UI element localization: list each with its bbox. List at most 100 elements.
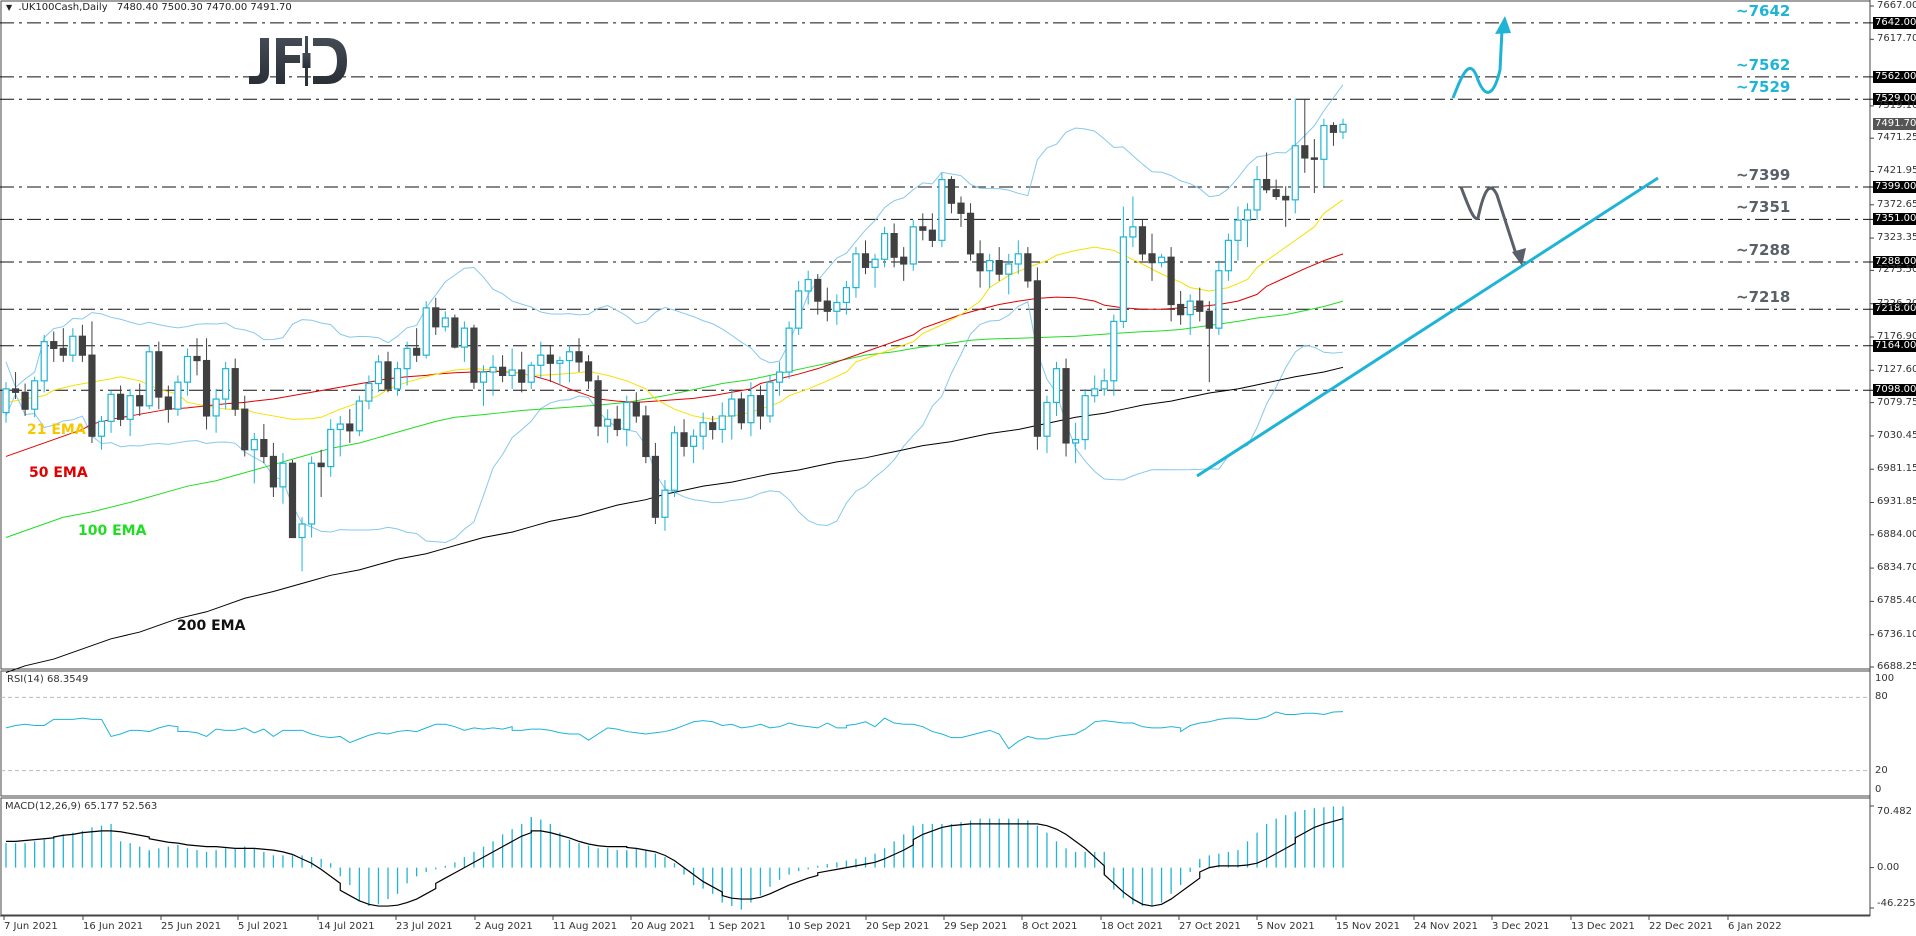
level-price-box: 7351.00	[1873, 213, 1916, 226]
level-price-box: 7562.00	[1873, 70, 1916, 83]
candle-body	[1119, 236, 1127, 322]
candle-body	[766, 381, 774, 417]
macd-axis-label: 70.482	[1877, 806, 1912, 817]
candle-body	[212, 398, 220, 417]
level-price-box: 7218.00	[1873, 303, 1916, 316]
date-tick-label: 25 Jun 2021	[161, 921, 222, 932]
candle-body	[986, 260, 994, 272]
candle-body	[680, 432, 688, 447]
date-tick-label: 18 Oct 2021	[1101, 921, 1163, 932]
candle-body	[508, 369, 516, 377]
candle-body	[1234, 219, 1242, 241]
jfd-logo	[249, 36, 347, 86]
support-trendline	[1196, 176, 1659, 478]
price-tick-label: 6834.70	[1877, 562, 1916, 574]
candle-body	[470, 327, 478, 383]
candle-body	[11, 388, 20, 393]
date-tick-label: 16 Jun 2021	[83, 921, 144, 932]
candle-body	[670, 432, 679, 491]
candle-body	[995, 260, 1003, 275]
candle-body	[432, 307, 440, 328]
candle-body	[241, 408, 249, 451]
candle-body	[957, 202, 965, 214]
bollinger-upper	[5, 84, 1344, 389]
price-tick-label: 7079.75	[1877, 396, 1916, 408]
candle-body	[413, 347, 421, 356]
candle-body	[479, 371, 488, 383]
candle-body	[422, 307, 430, 356]
candle-body	[1215, 270, 1223, 329]
candle-body	[1062, 368, 1070, 444]
candle-body	[1005, 263, 1013, 275]
candle-body	[31, 380, 39, 410]
candle-body	[336, 423, 344, 431]
candle-body	[126, 395, 134, 420]
macd-axis-label: 0.00	[1877, 861, 1900, 873]
candle-body	[183, 355, 192, 383]
candle-body	[441, 317, 449, 328]
candle-body	[499, 366, 507, 377]
bearish-scenario-arrow	[1459, 186, 1518, 255]
candle-body	[1157, 256, 1166, 264]
level-annotation: ~7351	[1736, 198, 1791, 217]
candle-body	[1081, 395, 1089, 441]
level-annotation: ~7218	[1736, 288, 1791, 307]
candle-body	[785, 327, 793, 373]
macd-label: MACD(12,26,9) 65.177 52.563	[5, 801, 158, 812]
rsi-axis-label: 80	[1875, 691, 1888, 703]
candle-body	[1138, 226, 1147, 255]
candle-body	[40, 341, 48, 382]
candle-body	[1196, 300, 1204, 312]
macd-signal-line	[6, 818, 1344, 907]
ema100-label: 100 EMA	[78, 523, 147, 539]
level-price-box: 7164.00	[1873, 339, 1916, 352]
candle-body	[1291, 145, 1299, 201]
current-price-box: 7491.70	[1873, 118, 1916, 131]
level-annotation: ~7642	[1736, 1, 1791, 20]
candle-body	[327, 428, 335, 468]
candle-body	[346, 423, 354, 432]
candle-body	[279, 462, 287, 488]
price-tick-label: 7226.20	[1877, 297, 1916, 309]
symbol-label: .UK100Cash,Daily	[18, 2, 108, 13]
candle-body	[107, 393, 115, 422]
candle-body	[97, 420, 106, 437]
price-tick-label: 6931.85	[1877, 496, 1916, 508]
candle-body	[823, 300, 831, 312]
candle-body	[1177, 303, 1185, 316]
price-tick-label: 7176.90	[1877, 330, 1916, 342]
candle-body	[174, 381, 182, 410]
date-tick-label: 2 Aug 2021	[475, 921, 533, 932]
price-tick-label: 7323.35	[1877, 232, 1916, 244]
ema21-label: 21 EMA	[27, 422, 86, 438]
candle-body	[890, 232, 898, 258]
candle-body	[814, 278, 822, 302]
candle-body	[584, 361, 593, 382]
level-annotation: ~7562	[1736, 55, 1791, 74]
price-tick-label: 7127.60	[1877, 364, 1916, 376]
candle-body	[1272, 189, 1280, 198]
arrow-head-down-icon	[1512, 248, 1526, 266]
price-tick-label: 7519.10	[1877, 99, 1916, 111]
candle-body	[756, 395, 765, 417]
candle-body	[1071, 438, 1080, 444]
candle-body	[938, 178, 946, 241]
price-tick-label: 6785.40	[1877, 595, 1916, 607]
candle-body	[88, 354, 96, 437]
candle-body	[556, 359, 564, 364]
candle-body	[604, 418, 612, 427]
candle-body	[880, 232, 889, 260]
candle-body	[1329, 124, 1338, 133]
date-tick-label: 3 Dec 2021	[1492, 921, 1550, 932]
candle-body	[1310, 157, 1318, 160]
candle-body	[1033, 280, 1042, 437]
candle-body	[222, 368, 230, 400]
candle-body	[1253, 178, 1261, 211]
collapse-triangle-icon[interactable]: ▼	[6, 3, 13, 12]
rsi-panel-frame	[0, 670, 1871, 797]
candle-body	[642, 415, 650, 458]
candle-body	[947, 178, 956, 204]
candle-body	[795, 290, 803, 329]
candle-body	[737, 398, 745, 424]
